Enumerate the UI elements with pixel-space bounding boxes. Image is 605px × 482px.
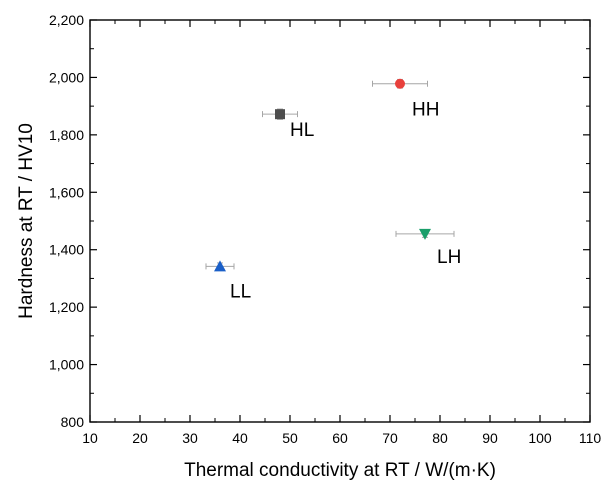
point-labels: HL HH LL LH — [230, 100, 461, 303]
data-point-lh — [419, 228, 431, 240]
plot-frame — [89, 19, 591, 423]
y-tick-label: 2,000 — [49, 69, 84, 85]
point-label-hh: HH — [412, 100, 439, 121]
x-tick-label: 100 — [528, 430, 552, 446]
x-tick-label: 40 — [232, 430, 248, 446]
data-point-hl — [275, 109, 285, 120]
x-tick-label: 90 — [482, 430, 498, 446]
data-point-hh — [395, 78, 405, 89]
y-tick-label: 1,400 — [49, 242, 84, 258]
y-tick-label: 1,600 — [49, 184, 84, 200]
y-tick-label: 1,200 — [49, 299, 84, 315]
x-tick-label: 10 — [82, 430, 98, 446]
point-label-ll: LL — [230, 281, 251, 302]
y-tick-label: 1,800 — [49, 127, 84, 143]
x-tick-label: 50 — [282, 430, 298, 446]
y-axis-title: Hardness at RT / HV10 — [16, 123, 37, 319]
y-tick-label: 800 — [61, 414, 85, 430]
x-tick-label: 30 — [182, 430, 198, 446]
x-axis-title: Thermal conductivity at RT / W/(m·K) — [184, 460, 496, 481]
data-point-ll — [214, 260, 226, 272]
x-axis-ticks: 10 20 30 40 50 60 70 80 90 100 110 — [82, 20, 601, 446]
y-tick-label: 1,000 — [49, 357, 84, 373]
x-tick-label: 70 — [382, 430, 398, 446]
x-tick-label: 60 — [332, 430, 348, 446]
y-axis-ticks: 800 1,000 1,200 1,400 1,600 1,800 2,000 2,200 — [49, 12, 590, 430]
data-markers — [214, 78, 431, 272]
point-label-lh: LH — [437, 247, 461, 268]
y-tick-label: 2,200 — [49, 12, 84, 28]
x-tick-label: 80 — [432, 430, 448, 446]
x-tick-label: 20 — [132, 430, 148, 446]
x-tick-label: 110 — [579, 430, 602, 446]
point-label-hl: HL — [290, 120, 314, 141]
